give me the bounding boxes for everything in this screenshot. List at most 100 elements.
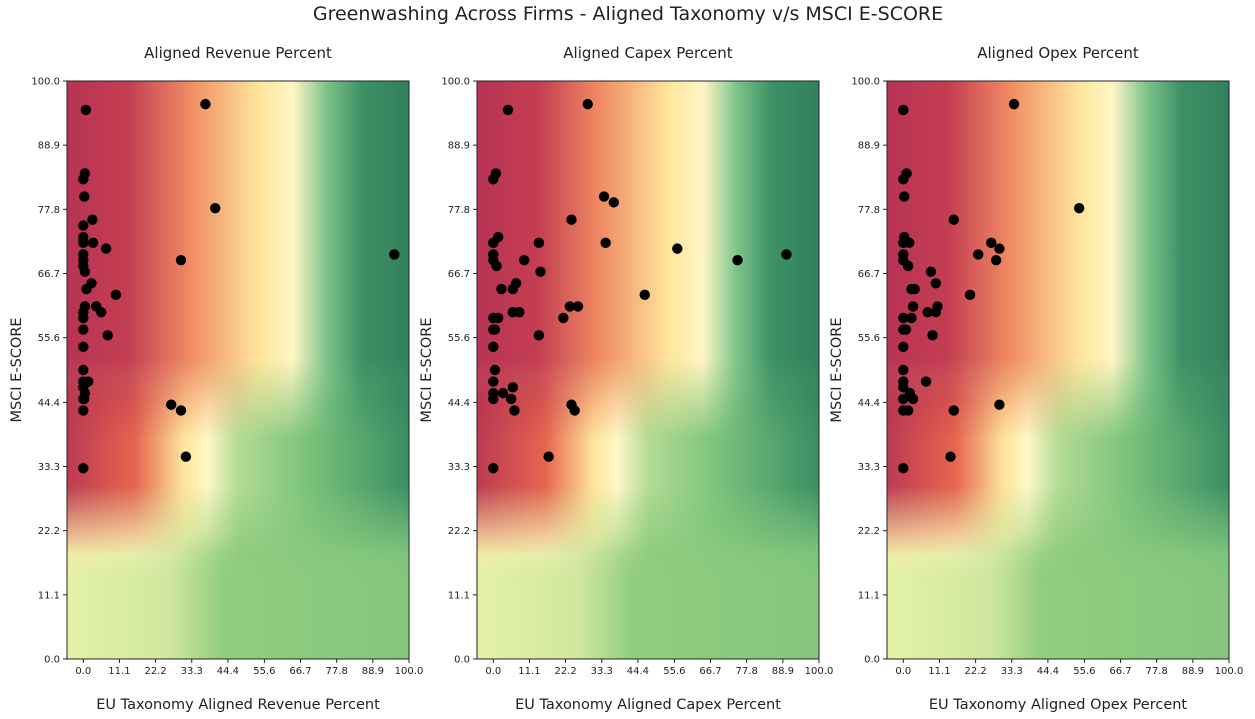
scatter-points — [78, 98, 400, 474]
x-tick-label: 77.8 — [326, 666, 348, 677]
data-point — [535, 266, 546, 277]
x-tick-label: 33.3 — [181, 666, 203, 677]
data-point — [496, 283, 507, 295]
chart-panel-3: Aligned Opex Percent EU Taxonomy Aligned … — [829, 44, 1243, 713]
data-point — [598, 191, 610, 202]
data-point — [514, 307, 525, 318]
data-point — [491, 260, 502, 272]
y-tick-label: 55.6 — [38, 333, 60, 344]
data-point — [672, 243, 683, 254]
x-tick-label: 66.7 — [289, 666, 311, 677]
data-point — [898, 341, 909, 353]
data-point — [79, 168, 91, 179]
data-point — [502, 104, 514, 116]
panel-title: Aligned Opex Percent — [977, 44, 1139, 62]
panel-title: Aligned Capex Percent — [563, 44, 732, 62]
x-tick-label: 44.4 — [627, 666, 649, 677]
data-point — [994, 399, 1005, 410]
data-point — [909, 283, 920, 295]
y-tick-label: 33.3 — [38, 462, 60, 473]
y-tick-label: 0.0 — [864, 655, 880, 666]
data-point — [927, 330, 938, 341]
x-tick-label: 44.4 — [217, 666, 239, 677]
y-tick-label: 11.1 — [858, 590, 880, 601]
x-tick-label: 55.6 — [663, 666, 685, 677]
data-point — [488, 341, 499, 353]
data-point — [582, 98, 593, 110]
chart-panel-2: Aligned Capex Percent EU Taxonomy Aligned… — [419, 44, 833, 713]
y-tick-label: 44.4 — [448, 398, 470, 409]
y-tick-label: 55.6 — [448, 333, 470, 344]
y-tick-label: 100.0 — [441, 77, 470, 88]
x-tick-label: 100.0 — [395, 666, 424, 677]
data-point — [1073, 202, 1085, 214]
y-tick-label: 44.4 — [858, 398, 880, 409]
y-tick-label: 66.7 — [858, 269, 880, 280]
data-point — [492, 312, 504, 324]
x-tick-label: 22.2 — [144, 666, 166, 677]
data-point — [507, 382, 519, 393]
data-point — [608, 197, 619, 208]
data-point — [389, 249, 400, 260]
x-tick-label: 22.2 — [554, 666, 576, 677]
data-point — [564, 301, 576, 312]
data-point — [533, 237, 545, 249]
data-point — [566, 214, 577, 225]
x-axis-label: EU Taxonomy Aligned Capex Percent — [515, 697, 781, 713]
y-tick-label: 55.6 — [858, 333, 880, 344]
x-axis-label: EU Taxonomy Aligned Opex Percent — [929, 697, 1188, 713]
data-point — [497, 387, 509, 399]
heatmap-layer-top — [67, 81, 409, 659]
data-point — [543, 451, 554, 462]
data-point — [986, 237, 997, 249]
y-tick-label: 66.7 — [38, 269, 60, 280]
data-point — [78, 220, 89, 231]
x-tick-label: 55.6 — [1073, 666, 1095, 677]
data-point — [901, 168, 912, 179]
data-point — [78, 405, 89, 416]
x-tick-label: 66.7 — [699, 666, 721, 677]
data-point — [102, 330, 113, 341]
x-axis-label: EU Taxonomy Aligned Revenue Percent — [96, 697, 380, 713]
data-point — [907, 301, 919, 312]
data-point — [506, 393, 517, 405]
data-point — [906, 312, 917, 324]
y-tick-label: 22.2 — [448, 526, 470, 537]
panels: Aligned Revenue Percent EU Taxonomy Align… — [9, 44, 1243, 713]
y-tick-label: 11.1 — [38, 590, 60, 601]
data-point — [900, 324, 912, 335]
data-point — [80, 104, 92, 116]
data-point — [732, 254, 743, 266]
data-point — [990, 254, 1002, 266]
y-tick-label: 66.7 — [448, 269, 470, 280]
heatmap-background — [477, 81, 819, 659]
y-tick-label: 33.3 — [448, 462, 470, 473]
data-point — [930, 278, 942, 289]
x-tick-label: 11.1 — [108, 666, 130, 677]
y-tick-label: 11.1 — [448, 590, 470, 601]
x-tick-label: 77.8 — [1146, 666, 1168, 677]
data-point — [945, 451, 956, 462]
y-tick-label: 88.9 — [448, 141, 470, 152]
data-point — [81, 283, 92, 295]
figure-title: Greenwashing Across Firms - Aligned Taxo… — [313, 3, 943, 25]
y-tick-label: 100.0 — [31, 77, 60, 88]
data-point — [1008, 98, 1020, 110]
data-point — [87, 237, 99, 249]
y-axis-label: MSCI E-SCORE — [9, 317, 25, 422]
x-tick-label: 44.4 — [1037, 666, 1059, 677]
data-point — [569, 405, 580, 416]
x-tick-label: 11.1 — [928, 666, 950, 677]
data-point — [519, 254, 530, 266]
heatmap-layer-top — [477, 81, 819, 659]
y-tick-label: 0.0 — [44, 655, 60, 666]
heatmap-background — [887, 81, 1229, 659]
x-tick-label: 11.1 — [518, 666, 540, 677]
data-point — [948, 405, 959, 416]
panel-title: Aligned Revenue Percent — [144, 44, 332, 62]
data-point — [898, 312, 909, 324]
data-point — [902, 260, 914, 272]
y-axis-label: MSCI E-SCORE — [829, 317, 845, 422]
data-point — [533, 330, 545, 341]
